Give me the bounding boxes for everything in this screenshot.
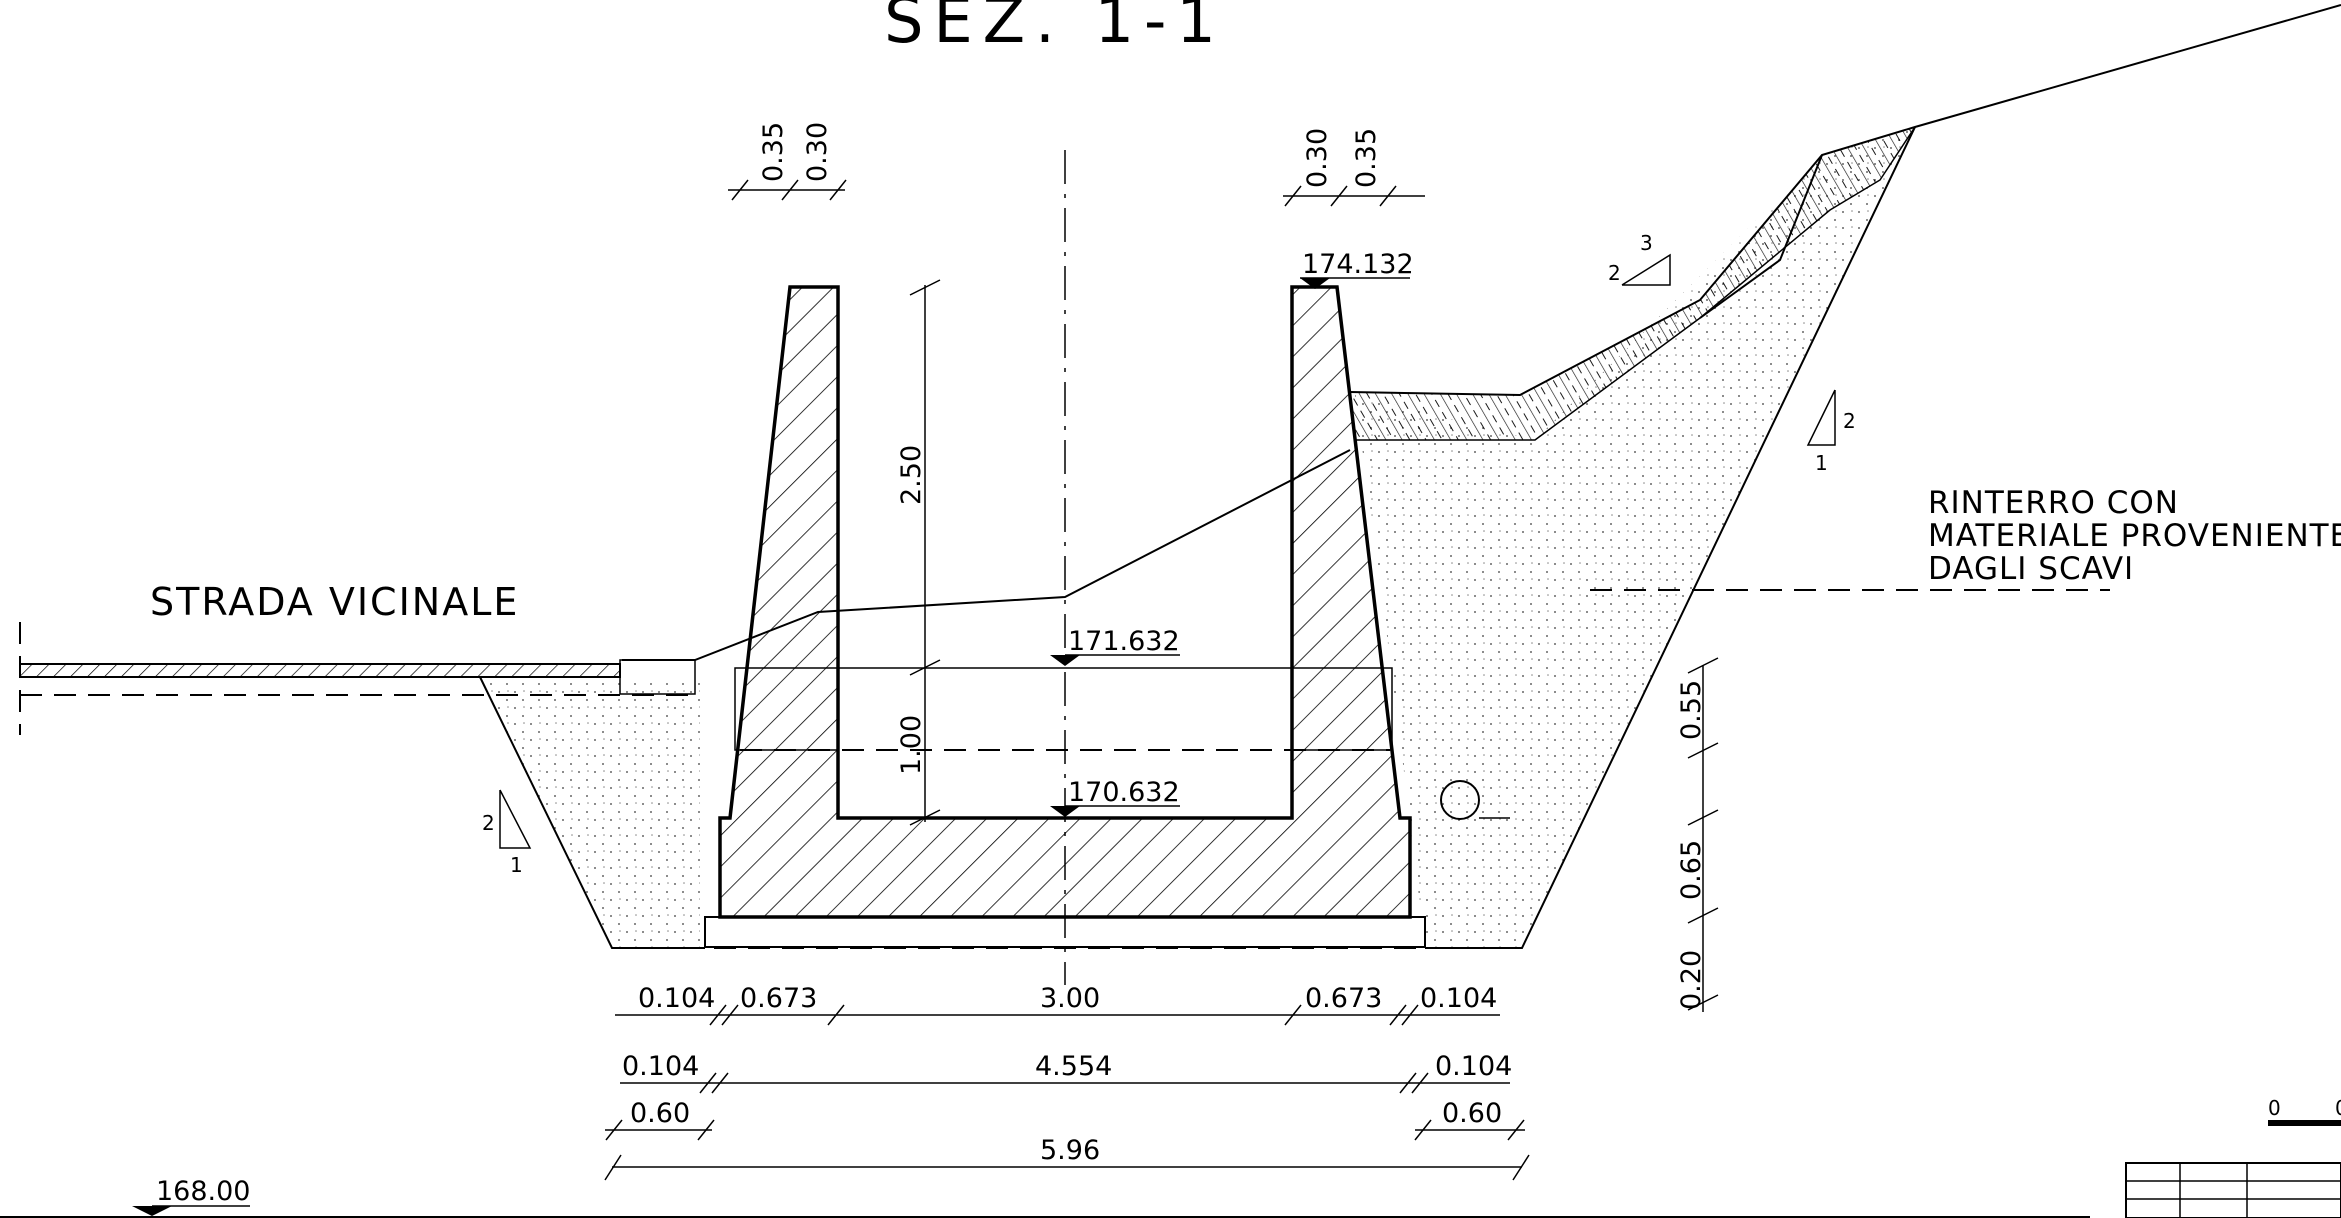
terrain-surface-right (1349, 4, 2341, 397)
svg-text:2: 2 (1843, 409, 1856, 433)
topsoil-band (1350, 127, 1915, 440)
svg-text:174.132: 174.132 (1302, 249, 1414, 280)
svg-text:0.35: 0.35 (758, 122, 789, 182)
section-title: SEZ. 1-1 (884, 0, 1226, 57)
original-ground-line (622, 449, 1351, 661)
road-label: STRADA VICINALE (150, 580, 519, 624)
svg-text:170.632: 170.632 (1068, 777, 1180, 808)
dim-wall-height: 2.50 1.00 (896, 279, 941, 826)
right-backfill (1355, 127, 1915, 948)
svg-text:2: 2 (482, 811, 495, 835)
dim-row-bottom: 0.104 0.673 3.00 0.673 0.104 (615, 983, 1500, 1026)
svg-text:0.673: 0.673 (740, 983, 817, 1014)
svg-text:3: 3 (1640, 231, 1653, 255)
elevation-bottom: 170.632 (1050, 777, 1180, 817)
scale-bar: 0 0 (2268, 1096, 2341, 1126)
svg-text:171.632: 171.632 (1068, 626, 1180, 657)
formwork-right (1291, 667, 1393, 751)
svg-text:3.00: 3.00 (1040, 983, 1100, 1014)
left-backfill (480, 677, 700, 948)
dim-right-vertical: 0.55 0.65 0.20 (1676, 657, 1719, 1012)
svg-text:0: 0 (2268, 1096, 2281, 1120)
svg-text:0.35: 0.35 (1351, 128, 1382, 188)
svg-text:0.104: 0.104 (638, 983, 715, 1014)
svg-text:0.104: 0.104 (1435, 1051, 1512, 1082)
svg-text:0.20: 0.20 (1676, 950, 1707, 1010)
svg-text:0.30: 0.30 (1302, 128, 1333, 188)
svg-text:168.00: 168.00 (156, 1176, 250, 1207)
fill-note-line-2: MATERIALE PROVENIENTE (1928, 518, 2341, 554)
dim-row-middle: 0.104 4.554 0.104 (620, 1051, 1512, 1094)
drain-pipe (1440, 780, 1480, 820)
svg-text:0.65: 0.65 (1676, 840, 1707, 900)
dim-row-offsets: 0.60 0.60 (605, 1098, 1525, 1141)
elevation-water: 171.632 (1050, 626, 1180, 666)
topsoil-lower-edge (1355, 126, 1916, 441)
elevation-datum: 168.00 (132, 1176, 250, 1216)
dim-wall-top-right: 0.30 0.35 (1283, 128, 1425, 207)
terrain-upper-edge (1699, 154, 1823, 319)
title-block (2125, 1162, 2341, 1218)
slope-symbol-left: 2 1 (482, 789, 532, 877)
road-pavement (19, 663, 621, 678)
svg-text:1.00: 1.00 (896, 715, 927, 775)
svg-text:0.673: 0.673 (1305, 983, 1382, 1014)
svg-text:5.96: 5.96 (1040, 1135, 1100, 1166)
fill-note-line-3: DAGLI SCAVI (1928, 551, 2134, 587)
excavation-outline-right (1425, 126, 1916, 949)
svg-text:0.55: 0.55 (1676, 680, 1707, 740)
svg-text:1: 1 (510, 853, 523, 877)
svg-text:0.104: 0.104 (1420, 983, 1497, 1014)
fill-note-line-1: RINTERRO CON (1928, 485, 2179, 521)
slope-symbol-right: 2 1 (1806, 389, 1856, 475)
dim-total-width: 5.96 (604, 1135, 1530, 1181)
u-channel-concrete (718, 285, 1412, 919)
slope-symbol-upper: 2 3 (1608, 231, 1671, 286)
svg-text:4.554: 4.554 (1035, 1051, 1112, 1082)
svg-text:2.50: 2.50 (896, 445, 927, 505)
elevation-top-wall: 174.132 (1300, 249, 1414, 289)
svg-text:0.104: 0.104 (622, 1051, 699, 1082)
svg-text:0.30: 0.30 (802, 122, 833, 182)
svg-text:0: 0 (2335, 1096, 2341, 1120)
dim-wall-top-left: 0.35 0.30 (728, 122, 847, 201)
svg-text:0.60: 0.60 (1442, 1098, 1502, 1129)
svg-text:2: 2 (1608, 261, 1621, 285)
svg-text:0.60: 0.60 (630, 1098, 690, 1129)
svg-text:1: 1 (1815, 451, 1828, 475)
